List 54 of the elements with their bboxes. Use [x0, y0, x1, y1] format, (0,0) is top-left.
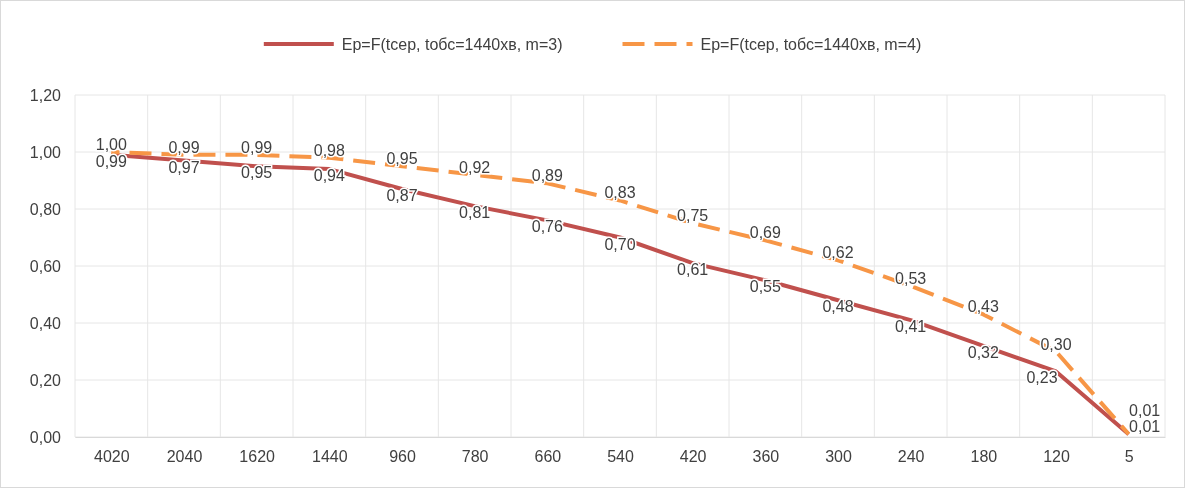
data-label: 0,99: [95, 152, 128, 170]
y-tick-label: 0,20: [29, 371, 62, 389]
data-label: 0,43: [967, 298, 1000, 316]
data-label: 0,30: [1040, 335, 1072, 353]
y-tick-label: 0,60: [29, 257, 62, 275]
x-tick-label: 1620: [239, 448, 276, 466]
data-label: 0,99: [241, 138, 273, 156]
y-tick-label: 0,00: [29, 428, 62, 446]
x-tick-label: 2040: [166, 448, 203, 466]
data-label: 0,81: [459, 204, 491, 222]
data-label: 0,95: [241, 164, 273, 182]
x-tick-label: 240: [897, 448, 925, 466]
data-label: 0,23: [1026, 369, 1058, 387]
data-label: 0,70: [604, 235, 636, 253]
data-label: 0,48: [822, 298, 854, 316]
x-tick-label: 4020: [94, 448, 130, 466]
data-label: 1,00: [95, 136, 128, 153]
data-label: 0,62: [822, 244, 854, 262]
data-label: 0,94: [313, 167, 346, 185]
data-label: 0,61: [677, 261, 709, 279]
x-tick-label: 180: [970, 448, 998, 466]
data-label: 0,95: [386, 150, 418, 168]
data-label: 0,32: [967, 343, 1000, 361]
data-label: 0,92: [459, 158, 491, 176]
y-tick-label: 0,40: [29, 314, 62, 332]
x-tick-label: 1440: [312, 448, 348, 466]
data-label: 0,53: [895, 269, 927, 287]
x-tick-label: 420: [679, 448, 707, 466]
legend-label: Ep=F(tcep, tобс=1440хв, m=3): [341, 36, 563, 53]
x-tick-label: 960: [389, 448, 416, 466]
x-tick-label: 540: [607, 448, 634, 466]
data-label: 0,01: [1129, 418, 1161, 436]
y-tick-label: 1,20: [29, 86, 62, 104]
data-label: 0,87: [386, 187, 418, 205]
data-label: 0,76: [531, 218, 564, 236]
legend-label: Ep=F(tcep, tобс=1440хв, m=4): [700, 36, 922, 53]
data-label: 0,55: [749, 278, 782, 296]
data-label: 0,99: [168, 138, 200, 156]
data-label: 0,83: [604, 184, 636, 202]
y-tick-label: 0,80: [29, 200, 62, 218]
x-tick-label: 360: [752, 448, 780, 466]
y-tick-label: 1,00: [29, 143, 62, 161]
data-label: 0,98: [313, 141, 346, 159]
data-label: 0,01: [1129, 402, 1161, 420]
x-tick-label: 660: [534, 448, 562, 466]
x-tick-label: 300: [825, 448, 852, 466]
data-label: 0,41: [895, 318, 927, 336]
x-tick-label: 120: [1043, 448, 1070, 466]
x-tick-label: 5: [1124, 448, 1134, 466]
data-label: 0,69: [749, 224, 782, 242]
data-label: 0,97: [168, 158, 200, 176]
x-tick-label: 780: [461, 448, 489, 466]
data-label: 0,89: [531, 167, 564, 185]
data-label: 0,75: [677, 207, 709, 225]
